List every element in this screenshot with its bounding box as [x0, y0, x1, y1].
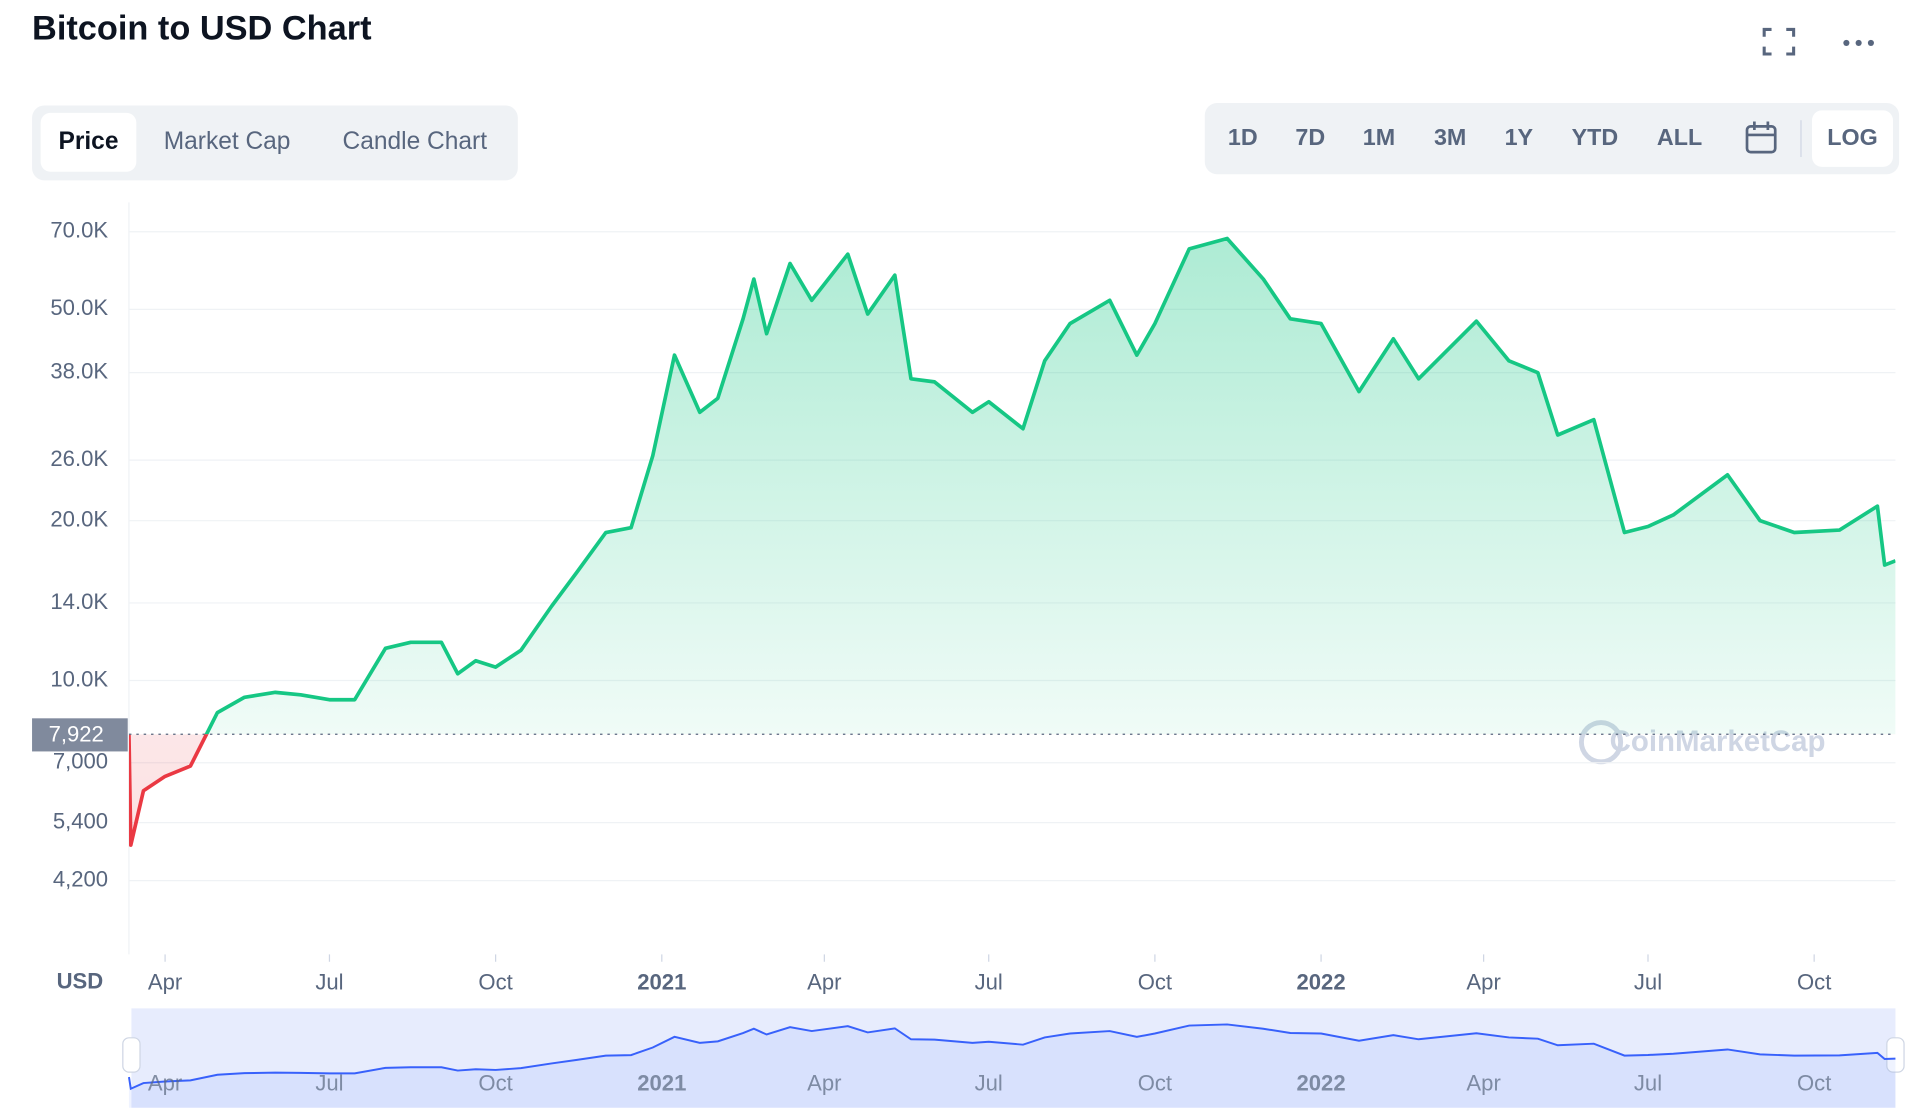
x-tick-label: Apr	[148, 970, 182, 995]
x-tick-label: Jul	[1634, 970, 1662, 995]
y-tick-label: 5,400	[53, 808, 108, 833]
x-tick-label: Jul	[315, 970, 343, 995]
y-tick-label: 38.0K	[50, 358, 108, 383]
y-tick-label: 7,000	[53, 749, 108, 774]
tab[interactable]: Price	[58, 128, 118, 155]
y-tick-label: 20.0K	[50, 507, 108, 532]
navigator-tick-label: Jul	[1634, 1070, 1662, 1095]
more-icon[interactable]	[1843, 39, 1874, 47]
baseline-label: 7,922	[49, 721, 104, 746]
area-below	[128, 734, 207, 846]
navigator-tick-label: 2022	[1297, 1070, 1346, 1095]
navigator-tick-label: Apr	[1466, 1070, 1500, 1095]
navigator-tick-label: Apr	[148, 1070, 182, 1095]
calendar-icon[interactable]	[1745, 121, 1777, 154]
x-tick-label: 2021	[637, 970, 686, 995]
navigator-tick-label: Oct	[1138, 1070, 1172, 1095]
x-tick-label: Oct	[1797, 970, 1831, 995]
title: Bitcoin to USD Chart	[32, 10, 372, 48]
x-tick-label: Jul	[975, 970, 1003, 995]
tab-group	[32, 105, 518, 181]
area-above	[128, 238, 1896, 735]
navigator-tick-label: Jul	[315, 1070, 343, 1095]
range-button[interactable]: 1M	[1363, 124, 1395, 150]
range-button[interactable]: 1Y	[1505, 124, 1534, 150]
navigator-tick-label: Apr	[807, 1070, 841, 1095]
x-tick-label: Apr	[807, 970, 841, 995]
x-tick-label: Apr	[1466, 970, 1500, 995]
navigator-handle-left[interactable]	[122, 1037, 141, 1073]
x-tick-label: 2022	[1297, 970, 1346, 995]
fullscreen-icon[interactable]	[1762, 27, 1796, 56]
y-axis-unit: USD	[57, 968, 104, 993]
y-tick-label: 26.0K	[50, 446, 108, 471]
y-tick-label: 4,200	[53, 866, 108, 891]
baseline-label-bg	[32, 718, 128, 752]
range-button[interactable]: YTD	[1572, 124, 1619, 150]
navigator-tick-label: 2021	[637, 1070, 686, 1095]
log-button-bg[interactable]	[1812, 110, 1893, 167]
y-tick-label: 50.0K	[50, 295, 108, 320]
navigator-handle-right[interactable]	[1886, 1037, 1905, 1073]
y-tick-label: 14.0K	[50, 589, 108, 614]
navigator-bg	[131, 1008, 1896, 1108]
tab[interactable]: Candle Chart	[343, 128, 488, 155]
navigator-tick-label: Oct	[1797, 1070, 1831, 1095]
tab[interactable]: Market Cap	[164, 128, 291, 155]
navigator-area	[128, 1024, 1896, 1108]
tab-active-bg[interactable]	[40, 112, 137, 172]
range-button[interactable]: ALL	[1657, 124, 1702, 150]
navigator-line	[127, 1023, 1896, 1091]
x-tick-label: Oct	[478, 970, 512, 995]
y-tick-label: 10.0K	[50, 666, 108, 691]
range-button[interactable]: 7D	[1295, 124, 1325, 150]
range-button[interactable]: 1D	[1228, 124, 1258, 150]
log-button[interactable]: LOG	[1827, 124, 1877, 150]
x-tick-label: Oct	[1138, 970, 1172, 995]
y-tick-label: 70.0K	[50, 218, 108, 243]
range-button[interactable]: 3M	[1434, 124, 1466, 150]
navigator-tick-label: Jul	[975, 1070, 1003, 1095]
price-line-up	[204, 236, 1896, 735]
range-group	[1204, 103, 1900, 175]
navigator-tick-label: Oct	[478, 1070, 512, 1095]
